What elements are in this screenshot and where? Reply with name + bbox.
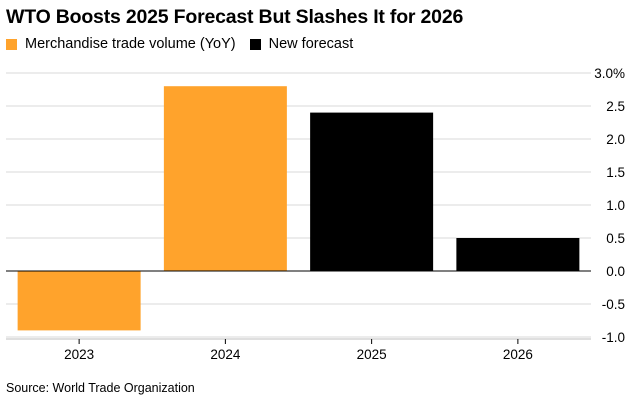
legend-label-merchandise: Merchandise trade volume (YoY) [25, 36, 236, 52]
y-tick-label-3: 1.5 [606, 165, 625, 180]
bar-2023 [17, 271, 141, 331]
legend-swatch-orange [6, 38, 17, 50]
y-tick-label-8: -1.0 [602, 330, 625, 345]
x-tick-label-2025: 2025 [357, 347, 387, 362]
legend-swatch-black [249, 38, 261, 50]
bar-2025 [310, 112, 434, 271]
y-tick-label-1: 2.5 [606, 99, 625, 114]
legend: Merchandise trade volume (YoY) New forec… [6, 36, 367, 52]
y-tick-label-6: 0.0 [606, 264, 625, 279]
y-tick-label-7: -0.5 [602, 297, 625, 312]
legend-item-merchandise: Merchandise trade volume (YoY) [6, 36, 236, 52]
x-tick-label-2026: 2026 [503, 347, 533, 362]
bar-2026 [456, 238, 580, 271]
y-tick-label-2: 2.0 [606, 132, 625, 147]
bar-2024 [163, 86, 287, 271]
legend-item-new-forecast: New forecast [249, 36, 354, 52]
source-note: Source: World Trade Organization [6, 381, 195, 395]
y-tick-label-4: 1.0 [606, 198, 625, 213]
x-tick-label-2023: 2023 [64, 347, 94, 362]
legend-label-new-forecast: New forecast [268, 36, 354, 52]
y-tick-label-5: 0.5 [606, 231, 625, 246]
y-tick-label-0: 3.0% [594, 66, 625, 81]
chart-title: WTO Boosts 2025 Forecast But Slashes It … [6, 6, 464, 28]
x-tick-label-2024: 2024 [210, 347, 241, 362]
